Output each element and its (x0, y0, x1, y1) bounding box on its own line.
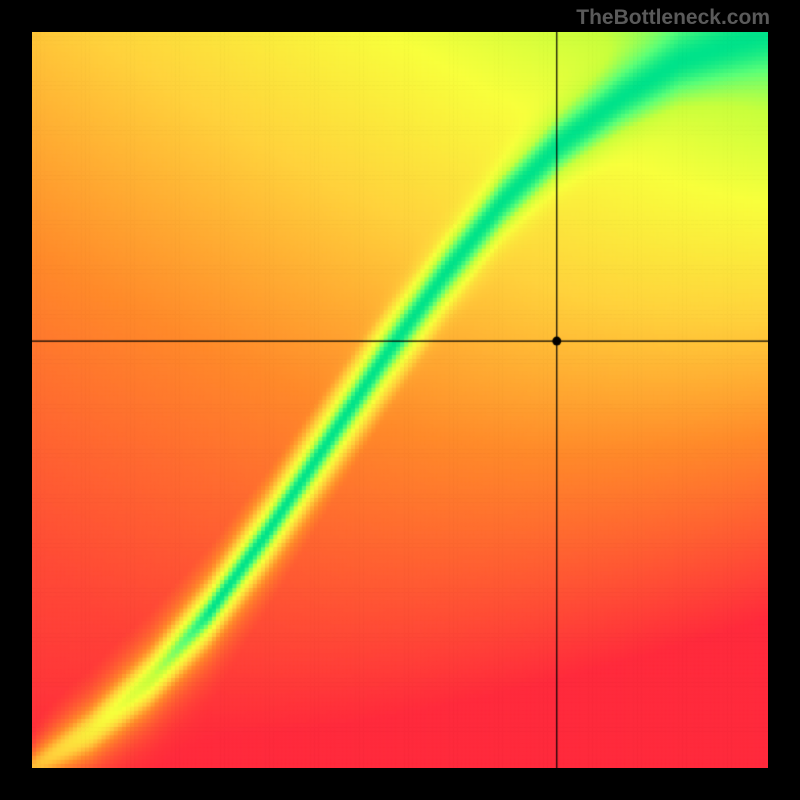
watermark-text: TheBottleneck.com (576, 6, 770, 30)
chart-container: TheBottleneck.com (0, 0, 800, 800)
bottleneck-heatmap (32, 32, 768, 768)
